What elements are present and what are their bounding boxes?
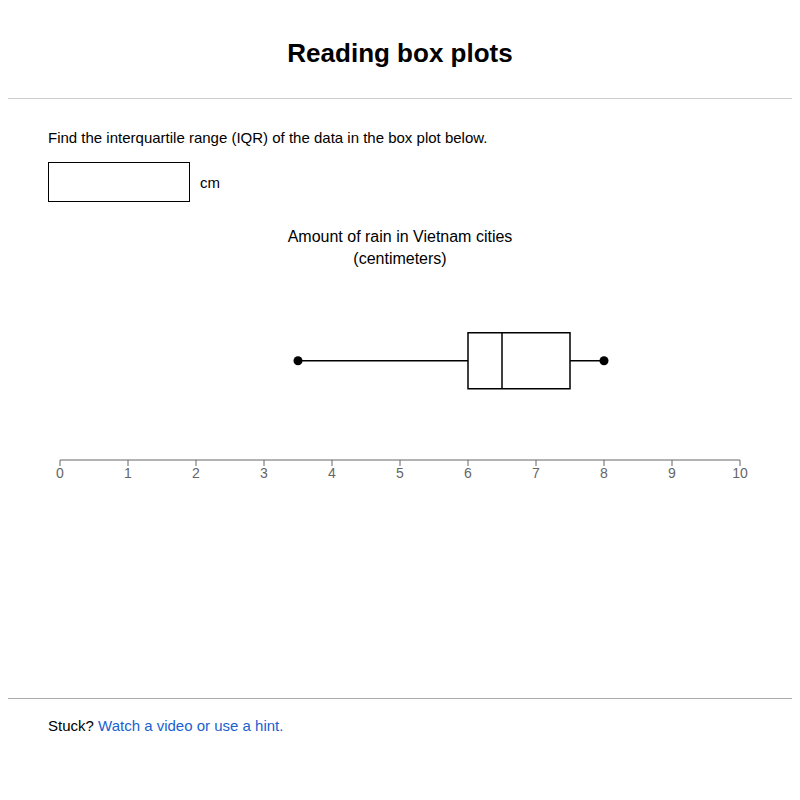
svg-text:8: 8 (600, 465, 608, 481)
svg-text:2: 2 (192, 465, 200, 481)
html-text:cm: cm (200, 173, 220, 191)
html-text:Stuck? Watch a video or use a: Stuck? Watch a video or use a hint. (48, 717, 284, 734)
svg-text:10: 10 (732, 465, 748, 481)
svg-text:5: 5 (396, 465, 404, 481)
html-text:Amount of rain in Vietnam citi: Amount of rain in Vietnam cities (287, 228, 513, 245)
svg-text:6: 6 (464, 465, 472, 481)
svg-text:0: 0 (56, 465, 64, 481)
svg-text:1: 1 (124, 465, 132, 481)
svg-text:9: 9 (668, 465, 676, 481)
svg-text:4: 4 (328, 465, 336, 481)
html-text:(centimeters): (centimeters) (353, 250, 447, 267)
html-text:Reading box plots: Reading box plots (287, 37, 513, 68)
svg-text:7: 7 (532, 465, 540, 481)
svg-text:3: 3 (260, 465, 268, 481)
html-text:Find the interquartile range (: Find the interquartile range (IQR) of th… (48, 129, 488, 146)
